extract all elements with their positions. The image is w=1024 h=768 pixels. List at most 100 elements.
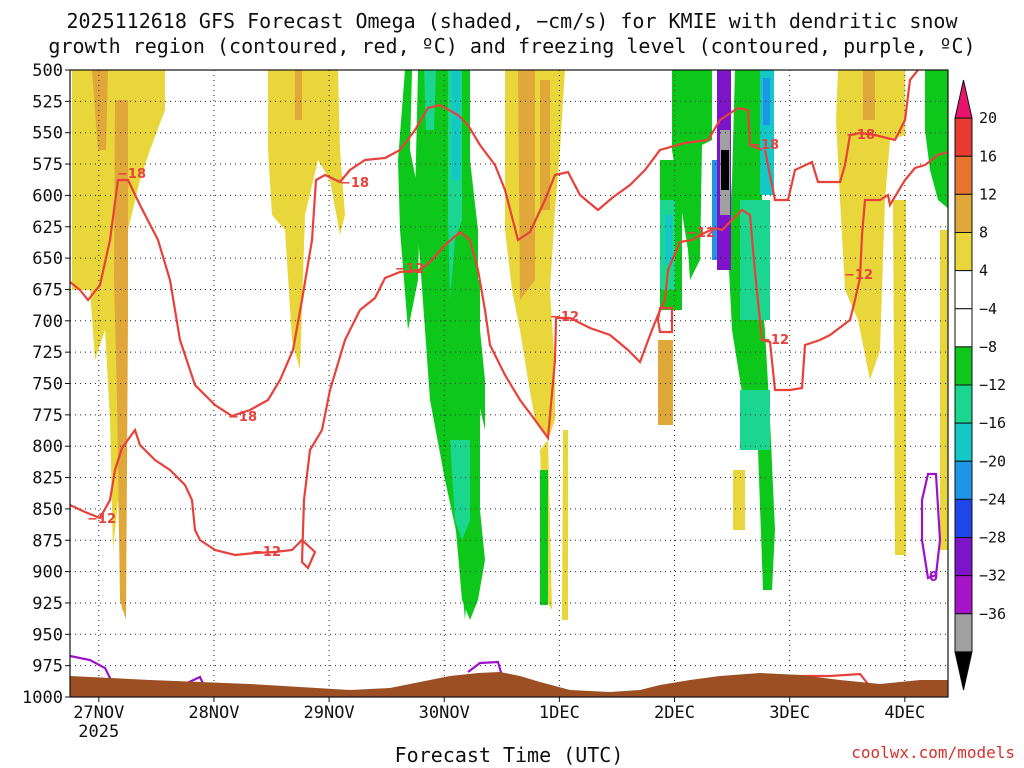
colorbar-bin [954, 308, 973, 348]
dgz-contour-minus18 [763, 70, 919, 202]
colorbar-bin [954, 270, 973, 310]
omega-rising-8-12 [295, 70, 302, 120]
colorbar-label: −36 [979, 605, 1006, 623]
y-tick-label: 900 [32, 563, 63, 583]
y-tick-label: 625 [32, 218, 63, 238]
x-tick-label: 28NOV [188, 703, 239, 723]
omega-sinking-36 [721, 150, 729, 190]
colorbar-bin [954, 384, 973, 424]
omega-rising-8-12 [518, 70, 535, 300]
omega-rising-8-12 [540, 80, 550, 210]
dgz-contour-label: −12 [395, 262, 424, 277]
colorbar-label: −20 [979, 452, 1006, 470]
y-tick-label: 725 [32, 343, 63, 363]
y-tick-label: 550 [32, 124, 63, 144]
colorbar-legend: 20 16 12 8 4 −4 −8 −12 −16 −20 −24 −28 −32 −36 [954, 79, 1006, 691]
y-tick-label: 950 [32, 625, 63, 645]
colorbar-label: 4 [979, 262, 988, 280]
colorbar-bin [954, 613, 973, 653]
terrain-surface [70, 672, 948, 697]
colorbar-label: −28 [979, 529, 1006, 547]
x-tick-label: 30NOV [419, 703, 470, 723]
colorbar-label: 20 [979, 109, 997, 127]
dgz-contour-label: −18 [340, 176, 369, 191]
y-tick-label: 750 [32, 375, 63, 395]
y-tick-label: 850 [32, 500, 63, 520]
dgz-contour-label: −12 [686, 226, 715, 241]
dgz-contour-label: −18 [846, 128, 875, 143]
x-tick-label: 1DEC [539, 703, 580, 723]
colorbar-label: −24 [979, 490, 1006, 508]
freezing-contour-0 [467, 660, 504, 677]
omega-sinking-8 [728, 70, 775, 590]
colorbar-bin [954, 575, 973, 615]
omega-sinking-20 [763, 78, 770, 125]
omega-rising-8-12 [658, 340, 673, 425]
omega-sinking-12 [450, 440, 470, 540]
colorbar-label: 8 [979, 224, 988, 242]
x-tick-sublabel: 2025 [78, 722, 119, 742]
y-tick-label: 975 [32, 657, 63, 677]
x-axis-label: Forecast Time (UTC) [395, 743, 624, 767]
omega-sinking-8 [540, 470, 548, 605]
freezing-contour-label: 0 [929, 570, 938, 585]
omega-rising-4-8 [268, 70, 345, 370]
colorbar-bin [954, 193, 973, 233]
omega-sinking-8 [398, 70, 420, 330]
y-tick-label: 675 [32, 280, 63, 300]
colorbar-label: −12 [979, 376, 1006, 394]
colorbar-bin [954, 422, 973, 462]
omega-rising-4-8 [940, 230, 948, 550]
omega-shading [72, 70, 948, 620]
omega-rising-8-12 [92, 70, 108, 150]
colorbar-bin [954, 651, 973, 691]
omega-sinking-12 [740, 390, 770, 450]
dgz-contour-label: −18 [228, 410, 257, 425]
freezing-contour-0 [920, 472, 942, 580]
dgz-contour-label: −18 [117, 167, 146, 182]
freezing-contour-0 [70, 654, 113, 683]
omega-sinking-8 [925, 70, 948, 209]
dgz-contour-label: −12 [760, 333, 789, 348]
colorbar-bin [954, 232, 973, 272]
omega-sinking-16 [665, 215, 672, 265]
y-tick-label: 800 [32, 437, 63, 457]
x-tick-label: 29NOV [303, 703, 354, 723]
omega-sinking-16 [452, 70, 460, 180]
y-tick-label: 825 [32, 469, 63, 489]
colorbar-label: −16 [979, 414, 1006, 432]
y-tick-label: 700 [32, 312, 63, 332]
colorbar-bin [954, 346, 973, 386]
omega-rising-8-12 [863, 70, 875, 120]
dgz-contour-label: −18 [750, 138, 779, 153]
x-tick-label: 27NOV [73, 703, 124, 723]
x-tick-label: 4DEC [884, 703, 925, 723]
x-tick-label: 2DEC [654, 703, 695, 723]
dgz-contour-label: −12 [550, 310, 579, 325]
colorbar-bin [954, 117, 973, 157]
dgz-contour-minus18 [70, 103, 763, 418]
colorbar-label: 16 [979, 147, 997, 165]
colorbar-label: −8 [979, 338, 997, 356]
omega-sinking-8 [672, 70, 712, 280]
y-tick-label: 525 [32, 92, 63, 112]
omega-rising-8-12 [114, 100, 128, 620]
x-tick-label: 3DEC [769, 703, 810, 723]
colorbar-bin [954, 460, 973, 500]
dgz-contour-minus12 [790, 672, 869, 685]
colorbar-bin [954, 79, 973, 119]
dgz-contour-label: −12 [844, 268, 873, 283]
y-tick-label: 775 [32, 406, 63, 426]
colorbar-label: −32 [979, 567, 1006, 585]
credit-text: coolwx.com/models [851, 743, 1015, 762]
y-tick-label: 1000 [22, 688, 63, 708]
y-tick-label: 600 [32, 186, 63, 206]
colorbar-bin [954, 155, 973, 195]
omega-rising-4-8 [562, 430, 568, 620]
omega-rising-4-8 [733, 470, 745, 530]
colorbar-bin [954, 537, 973, 577]
y-tick-label: 650 [32, 249, 63, 269]
colorbar-bin [954, 498, 973, 538]
chart-title-line2: growth region (contoured, red, ºC) and f… [48, 34, 975, 58]
